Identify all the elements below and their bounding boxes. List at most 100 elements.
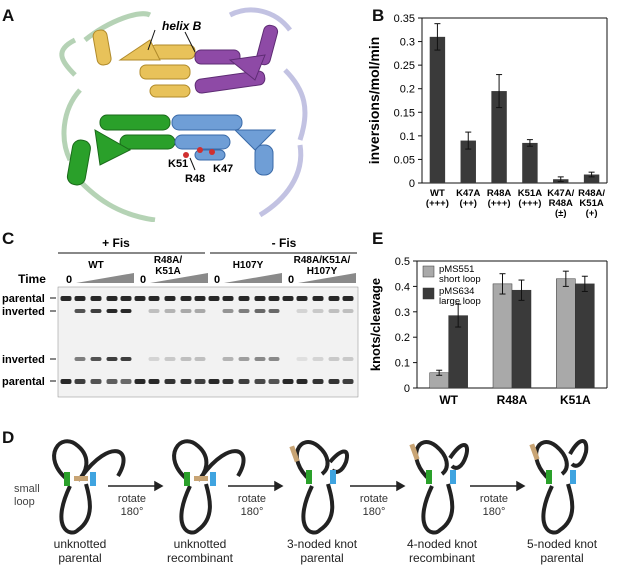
gel-band bbox=[106, 309, 118, 313]
minus-fis-label: - Fis bbox=[272, 236, 297, 250]
gel-band bbox=[296, 309, 308, 313]
gel-band bbox=[90, 309, 102, 313]
gel-band bbox=[342, 379, 354, 384]
bar bbox=[575, 283, 595, 389]
state-label: unknotted recombinant bbox=[167, 537, 234, 565]
small-loop-label: small loop bbox=[14, 483, 40, 508]
gel-band bbox=[164, 309, 176, 313]
gel-band bbox=[268, 309, 280, 313]
gel-image bbox=[57, 286, 359, 398]
x-tick-label: WT bbox=[439, 393, 458, 407]
lane-wt-label: WT bbox=[88, 260, 104, 271]
legend-swatch bbox=[422, 287, 435, 300]
panel-b-label: B bbox=[372, 6, 385, 25]
gel-band bbox=[268, 296, 280, 301]
gel-figure: + Fis - Fis WT R48A/K51A H107Y R48A/K51A… bbox=[2, 236, 359, 398]
gel-band bbox=[164, 296, 176, 301]
y-tick-label: 0 bbox=[409, 178, 415, 190]
bar bbox=[429, 36, 446, 183]
lane-r48a-k51a-label: R48A/K51A bbox=[154, 255, 183, 277]
dna-right-upper bbox=[228, 7, 308, 218]
state-label: 3-noded knot parental bbox=[287, 537, 358, 565]
residue-k47-label: K47 bbox=[213, 163, 233, 175]
protein-dna-structure: helix B K51 R48 K47 bbox=[59, 7, 308, 222]
helix-b-label: helix B bbox=[162, 19, 202, 33]
y-axis-label: inversions/mol/min bbox=[366, 37, 382, 165]
gel-band bbox=[106, 296, 118, 301]
panel-c-label: C bbox=[2, 229, 15, 248]
gel-band bbox=[208, 296, 220, 301]
subunit-blue bbox=[171, 114, 277, 176]
gel-band bbox=[120, 357, 132, 361]
y-tick-label: 0.3 bbox=[400, 37, 415, 49]
gel-band bbox=[180, 379, 192, 384]
panel-a-label: A bbox=[2, 6, 15, 25]
gel-band bbox=[90, 296, 102, 301]
gel-band bbox=[312, 309, 324, 313]
x-tick-label: K47A/R48A (±) bbox=[547, 188, 574, 219]
gel-band bbox=[194, 296, 206, 301]
zero-label: 0 bbox=[288, 274, 294, 286]
legend-label: pMS551 short loop bbox=[439, 264, 481, 285]
state-3-noded-knot bbox=[289, 440, 349, 535]
time-wedge bbox=[298, 273, 356, 283]
state-unknotted-parental bbox=[52, 439, 126, 535]
residue-k51-label: K51 bbox=[168, 158, 188, 170]
x-tick-label: K47A (++) bbox=[456, 188, 480, 209]
bar bbox=[491, 91, 507, 183]
zero-label: 0 bbox=[214, 274, 220, 286]
residue-dot bbox=[183, 152, 189, 158]
x-tick-label: R48A (+++) bbox=[487, 188, 511, 209]
gel-band bbox=[342, 357, 354, 361]
gel-band bbox=[312, 357, 324, 361]
gel-band bbox=[106, 379, 118, 384]
gel-band bbox=[90, 379, 102, 384]
knot-diagram: small loop bbox=[14, 439, 598, 565]
gel-band bbox=[222, 357, 234, 361]
y-tick-label: 0.2 bbox=[400, 84, 415, 96]
gel-band bbox=[134, 296, 146, 301]
gel-band bbox=[238, 357, 250, 361]
band-label-parental-top: parental bbox=[2, 293, 45, 305]
gel-band bbox=[328, 309, 340, 313]
gel-band bbox=[120, 296, 132, 301]
gel-band bbox=[60, 296, 72, 301]
inversion-rate-chart: 0 0.05 0.1 0.15 0.2 0.25 0.3 0.35 inversions/mol… bbox=[366, 13, 608, 219]
y-tick-label: 0.15 bbox=[394, 107, 415, 119]
time-wedge bbox=[76, 273, 134, 283]
subunit-yellow bbox=[92, 29, 196, 98]
time-label: Time bbox=[18, 272, 46, 286]
subunit-green bbox=[66, 114, 176, 186]
gel-band bbox=[74, 309, 86, 313]
time-wedge bbox=[224, 273, 282, 283]
y-tick-label: 0.35 bbox=[394, 13, 415, 25]
zero-label: 0 bbox=[66, 274, 72, 286]
legend-swatch bbox=[422, 265, 435, 278]
residue-dot bbox=[197, 147, 203, 153]
gel-band bbox=[134, 379, 146, 384]
gel-band bbox=[254, 309, 266, 313]
gel-band bbox=[296, 379, 308, 384]
gel-band bbox=[148, 357, 160, 361]
gel-band bbox=[342, 296, 354, 301]
gel-band bbox=[238, 296, 250, 301]
gel-band bbox=[180, 357, 192, 361]
legend-label: pMS634 large loop bbox=[439, 286, 481, 307]
y-tick-label: 0.4 bbox=[395, 281, 410, 293]
helix-pointer bbox=[147, 29, 156, 51]
residue-dot bbox=[209, 149, 215, 155]
band-label-inverted-top: inverted bbox=[2, 306, 45, 318]
gel-band bbox=[180, 296, 192, 301]
bar bbox=[511, 289, 532, 389]
bar bbox=[583, 174, 600, 183]
gel-band bbox=[328, 357, 340, 361]
panel-a: A bbox=[0, 0, 360, 222]
time-wedge bbox=[150, 273, 208, 283]
y-tick-label: 0.05 bbox=[394, 154, 415, 166]
gel-band bbox=[208, 379, 220, 384]
gel-band bbox=[90, 357, 102, 361]
lane-h107y-label: H107Y bbox=[233, 260, 264, 271]
y-axis-label: knots/cleavage bbox=[368, 278, 383, 371]
gel-band bbox=[296, 357, 308, 361]
knots-per-cleavage-chart: 0 0.1 0.2 0.3 0.4 0.5 knots/cleavage WT R48A K51A… bbox=[368, 256, 608, 407]
